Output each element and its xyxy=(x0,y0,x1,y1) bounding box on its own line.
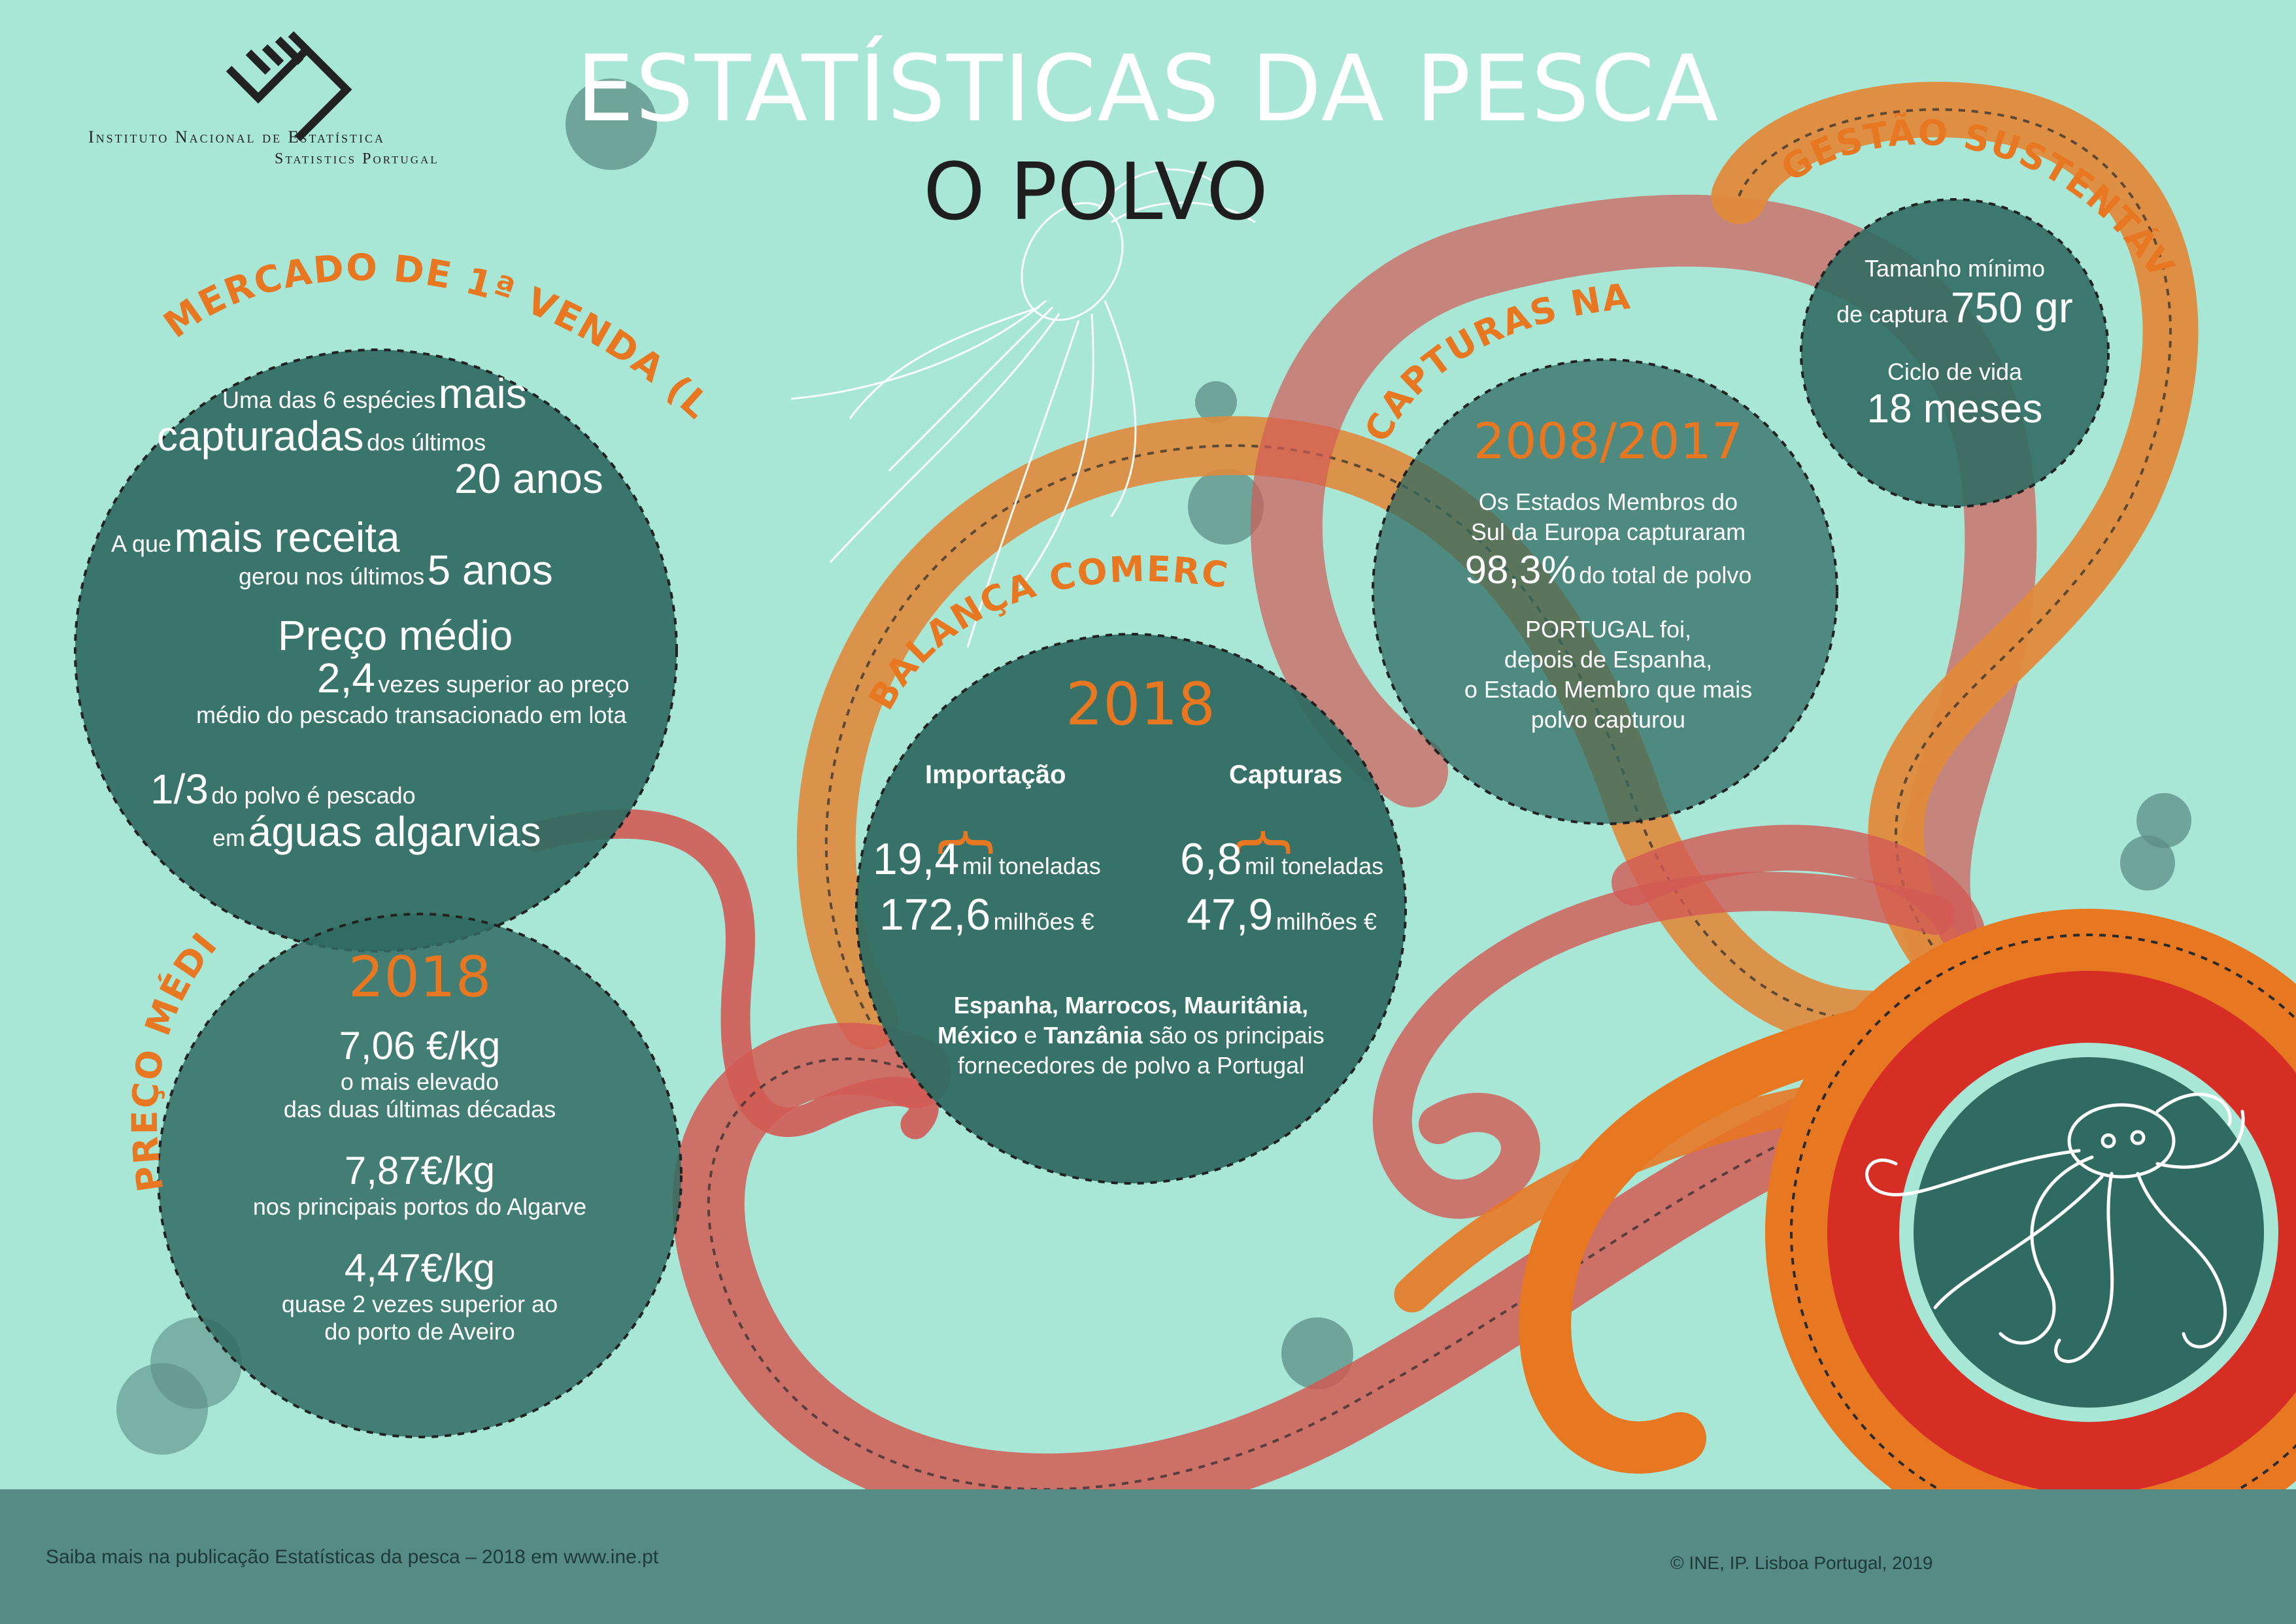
balanca-col2-title: Capturas xyxy=(1229,760,1343,789)
tentacle-orange-bottom xyxy=(1519,981,2020,1474)
balanca-col2-u1: mil toneladas xyxy=(1244,853,1384,879)
balanca-countries-line3: fornecedores de polvo a Portugal xyxy=(957,1052,1305,1079)
brace-capturas: { xyxy=(1231,824,1300,861)
balanca-countries-e: e xyxy=(1024,1022,1038,1049)
capturas-l4: PORTUGAL foi, xyxy=(1525,616,1692,643)
mercado-l10a: em xyxy=(212,824,246,851)
circle-balanca xyxy=(856,634,1406,1183)
balanca-country-mexico: México xyxy=(937,1022,1018,1049)
balanca-col2-v1: 6,8 xyxy=(1180,834,1242,884)
preco-content: 2018 7,06 €/kg o mais elevado das duas ú… xyxy=(224,945,616,1345)
tentacle-red-right xyxy=(1612,824,1984,951)
mercado-l2b: dos últimos xyxy=(367,429,486,456)
balanca-year: 2018 xyxy=(1066,670,1216,739)
preco-year: 2018 xyxy=(348,945,492,1010)
capturas-content: 2008/2017 Os Estados Membros do Sul da E… xyxy=(1399,412,1817,734)
capturas-l3b: do total de polvo xyxy=(1579,562,1752,588)
capturas-l1: Os Estados Membros do xyxy=(1478,488,1738,515)
circle-mercado xyxy=(75,350,677,951)
preco-v3-desc1: quase 2 vezes superior ao xyxy=(281,1291,558,1317)
page-title-line2: O POLVO xyxy=(923,147,1268,238)
mercado-l4b: mais receita xyxy=(174,514,400,561)
bubble xyxy=(566,78,657,170)
balanca-countries-line1: Espanha, Marrocos, Mauritânia, xyxy=(953,992,1309,1019)
bubble xyxy=(1281,1317,1353,1389)
preco-v1: 7,06 €/kg xyxy=(339,1024,501,1068)
capturas-l5: depois de Espanha, xyxy=(1504,646,1713,673)
balanca-col1-v2: 172,6 xyxy=(879,890,991,939)
balanca-country-tanzania: Tanzânia xyxy=(1043,1022,1143,1049)
preco-v3-desc2: do porto de Aveiro xyxy=(324,1318,515,1345)
bubble xyxy=(2120,836,2175,890)
balanca-col1-title: Importação xyxy=(925,760,1066,789)
mercado-l3: 20 anos xyxy=(454,455,603,502)
balanca-col1-u1: mil toneladas xyxy=(962,853,1101,879)
mercado-l7a: 2,4 xyxy=(317,654,375,702)
mercado-l7b: vezes superior ao preço xyxy=(378,671,630,698)
page-title-line1: ESTATÍSTICAS DA PESCA xyxy=(576,36,1720,143)
capturas-l7: polvo capturou xyxy=(1530,706,1686,733)
gestao-l2a: de captura xyxy=(1836,301,1948,328)
mercado-l5b: 5 anos xyxy=(427,547,553,594)
octopus-illustration xyxy=(1865,1092,2245,1363)
ine-logo-mark xyxy=(226,31,352,142)
mercado-l5a: gerou nos últimos xyxy=(239,563,425,590)
preco-v1-desc1: o mais elevado xyxy=(340,1068,499,1095)
mercado-l6: Preço médio xyxy=(278,612,513,659)
gestao-content: Tamanho mínimo de captura 750 gr Ciclo d… xyxy=(1804,255,2105,432)
capturas-l6: o Estado Membro que mais xyxy=(1464,676,1753,703)
capturas-period: 2008/2017 xyxy=(1473,412,1744,470)
brace-importacao: { xyxy=(934,824,1002,861)
balanca-col1-u2: milhões € xyxy=(993,908,1094,935)
gestao-l2b: 750 gr xyxy=(1950,283,2073,331)
mercado-l1b: mais xyxy=(438,370,527,417)
preco-v2-desc1: nos principais portos do Algarve xyxy=(252,1193,587,1220)
bubble xyxy=(2136,793,2191,848)
footer-copyright: © INE, IP. Lisboa Portugal, 2019 xyxy=(1670,1553,1933,1573)
mercado-l9b: do polvo é pescado xyxy=(211,782,416,809)
circle-gestao xyxy=(1801,199,2108,507)
circle-capturas xyxy=(1373,360,1837,824)
preco-v2: 7,87€/kg xyxy=(344,1149,496,1193)
balanca-col1-v1: 19,4 xyxy=(873,834,960,884)
capturas-l2: Sul da Europa capturaram xyxy=(1470,518,1746,545)
gestao-l3: Ciclo de vida xyxy=(1887,358,2023,385)
mercado-l2a: capturadas xyxy=(157,413,364,460)
preco-v1-desc2: das duas últimas décadas xyxy=(283,1096,556,1123)
tentacle-red-curl xyxy=(1372,871,1955,1219)
capturas-l3a: 98,3% xyxy=(1464,548,1576,592)
preco-v3: 4,47€/kg xyxy=(344,1246,496,1290)
gestao-l4: 18 meses xyxy=(1866,386,2043,431)
circle-preco xyxy=(158,914,681,1437)
gestao-l1: Tamanho mínimo xyxy=(1864,255,2046,282)
balanca-col2-v2: 47,9 xyxy=(1187,890,1274,939)
balanca-col2-u2: milhões € xyxy=(1275,908,1377,935)
footer-publication-link[interactable]: Saiba mais na publicação Estatísticas da… xyxy=(46,1546,659,1568)
octopus-sketch-top xyxy=(790,168,1256,648)
bubble xyxy=(1195,381,1237,423)
bubble xyxy=(1188,469,1264,545)
logo-name: Instituto Nacional de Estatística xyxy=(88,127,386,146)
mercado-l1a: Uma das 6 espécies xyxy=(222,386,436,413)
footer-bar xyxy=(0,1489,2296,1624)
mercado-l9a: 1/3 xyxy=(150,766,209,813)
mercado-l4a: A que xyxy=(111,530,172,557)
balanca-countries-rest: são os principais xyxy=(1149,1022,1325,1049)
mercado-l10b: águas algarvias xyxy=(248,808,541,855)
logo-subtitle: Statistics Portugal xyxy=(275,150,439,167)
mercado-l8: médio do pescado transacionado em lota xyxy=(196,702,627,728)
